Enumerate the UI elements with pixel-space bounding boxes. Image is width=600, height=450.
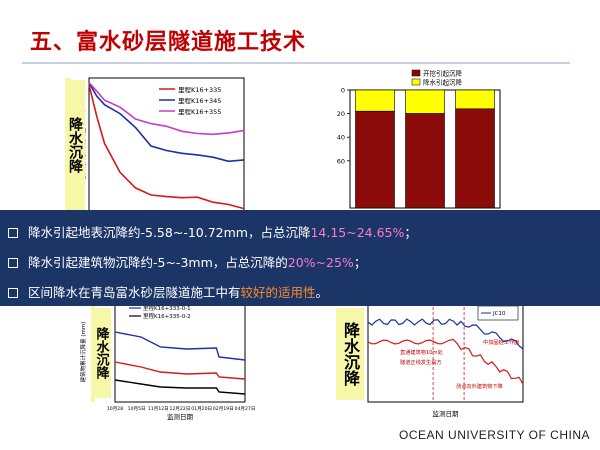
legend-label: 里程K16+333-0-1: [143, 304, 191, 312]
x-axis-label: 监测日期: [167, 412, 194, 421]
series-line-1: [114, 331, 246, 361]
chart-settlement-ratio: 开挖引起沉降 降水引起沉降 0 20 40 60: [325, 68, 510, 213]
bar-excavation: [405, 113, 445, 209]
vertical-label-text: 降水沉降: [93, 327, 109, 379]
bullet-text-segment: ；: [404, 225, 417, 240]
bullet-2: 降水引起建筑物沉降约-5~-3mm，占总沉降的20%~25%；: [8, 252, 366, 271]
bullet-text-segment: 降水引起地表沉降约-5.58~-10.72mm，占总沉降: [28, 225, 311, 240]
legend-label: 里程K16+355: [178, 107, 221, 116]
bullet-text-segment: 20%~25%: [287, 255, 354, 270]
bar-excavation: [455, 108, 495, 209]
y-tick-label: 40: [337, 134, 345, 142]
bullet-text-segment: 降水引起建筑物沉降约-5~-3mm，占总沉降的: [28, 255, 288, 270]
series-line-3: [114, 379, 246, 395]
legend-box: [477, 305, 519, 321]
chart-building-settlement: 里程K16+333-0-1 里程K16+335-0-2 10月28 10月5日 11月1…: [55, 300, 255, 422]
bullet-1: 降水引起地表沉降约-5.58~-10.72mm，占总沉降14.15~24.65%…: [8, 222, 417, 241]
vertical-label-bottom-left: 降水沉降: [91, 308, 111, 398]
bullet-text-segment: 较好的适用性: [240, 285, 316, 300]
bullet-text-segment: 区间降水在青岛富水砂层隧道施工中有: [28, 285, 241, 300]
vertical-label-top-left: 降水沉降: [65, 80, 85, 210]
footer-university: OCEAN UNIVERSITY OF CHINA: [399, 428, 590, 442]
legend-swatch-1: [411, 69, 421, 77]
checkbox-icon: [8, 257, 18, 268]
checkbox-icon: [8, 287, 18, 298]
legend-label: JC10: [492, 311, 506, 317]
series-line-2: [88, 82, 245, 163]
y-axis-label: 建筑物累计沉降量 (mm): [79, 322, 87, 383]
chart-monitoring-jc10: JC10 中加固桩工作面直通建筑物10m处 隧道正线发生塌方测点向外建筑物下降监测日…: [330, 300, 530, 422]
x-tick-label: 11月12日: [148, 406, 169, 412]
slide-title: 五、富水砂层隧道施工技术: [30, 30, 307, 55]
x-tick-label: 10月28: [107, 406, 123, 412]
legend-label: 降水引起沉降: [423, 78, 463, 87]
bullet-text-segment: 。: [315, 285, 329, 300]
legend-label: 开挖引起沉降: [423, 69, 463, 78]
series-line-2: [114, 361, 246, 380]
x-tick-label: 12月22日: [170, 406, 191, 412]
series-line-1: [88, 84, 245, 210]
bar-dewatering: [405, 89, 445, 114]
bullet-text-segment: 14.15~24.65%: [310, 225, 405, 240]
x-tick-label: 01月20日: [191, 406, 212, 412]
y-tick-label: 0: [341, 87, 345, 95]
bullet-3: 区间降水在青岛富水砂层隧道施工中有较好的适用性。: [8, 282, 328, 301]
annotation: 隧道正线发生塌方: [400, 358, 442, 366]
legend-label: 里程K16+335: [178, 85, 221, 94]
legend-swatch-2: [411, 78, 421, 86]
series-line-2: [367, 338, 524, 385]
checkbox-icon: [8, 227, 18, 238]
series-line-3: [88, 82, 245, 136]
y-tick-label: 60: [337, 157, 345, 165]
annotation: 直通建筑物10m处: [400, 348, 443, 356]
bar-excavation: [355, 110, 395, 209]
vertical-label-text: 降水沉降: [67, 117, 83, 173]
x-tick-label: 02月19日: [213, 406, 234, 412]
x-tick-label: 10月5日: [128, 406, 146, 412]
annotation: 中加固桩工作面: [483, 338, 519, 346]
summary-banner: 降水引起地表沉降约-5.58~-10.72mm，占总沉降14.15~24.65%…: [0, 210, 600, 306]
plot-area: [114, 301, 246, 403]
y-tick-label: 20: [337, 110, 345, 118]
legend-label: 里程K16+335-0-2: [143, 312, 191, 320]
legend-label: 里程K16+345: [178, 96, 221, 105]
bar-dewatering: [455, 89, 495, 110]
x-tick-label: 04月27日: [235, 406, 255, 412]
vertical-label-bottom-right: 降水沉降: [336, 308, 364, 400]
x-axis-label: 监测日期: [433, 409, 460, 418]
vertical-label-text: 降水沉降: [341, 322, 360, 386]
title-divider: [22, 62, 570, 64]
chart-monitoring-jc10-svg: JC10 中加固桩工作面直通建筑物10m处隧道正线发生塌方测点向外建筑物下降监测日…: [367, 301, 524, 418]
series-line-jc10: [367, 318, 524, 350]
bullet-text-segment: ；: [353, 255, 367, 270]
annotation: 测点向外建筑物下降: [456, 382, 503, 390]
bar-dewatering: [355, 89, 395, 112]
